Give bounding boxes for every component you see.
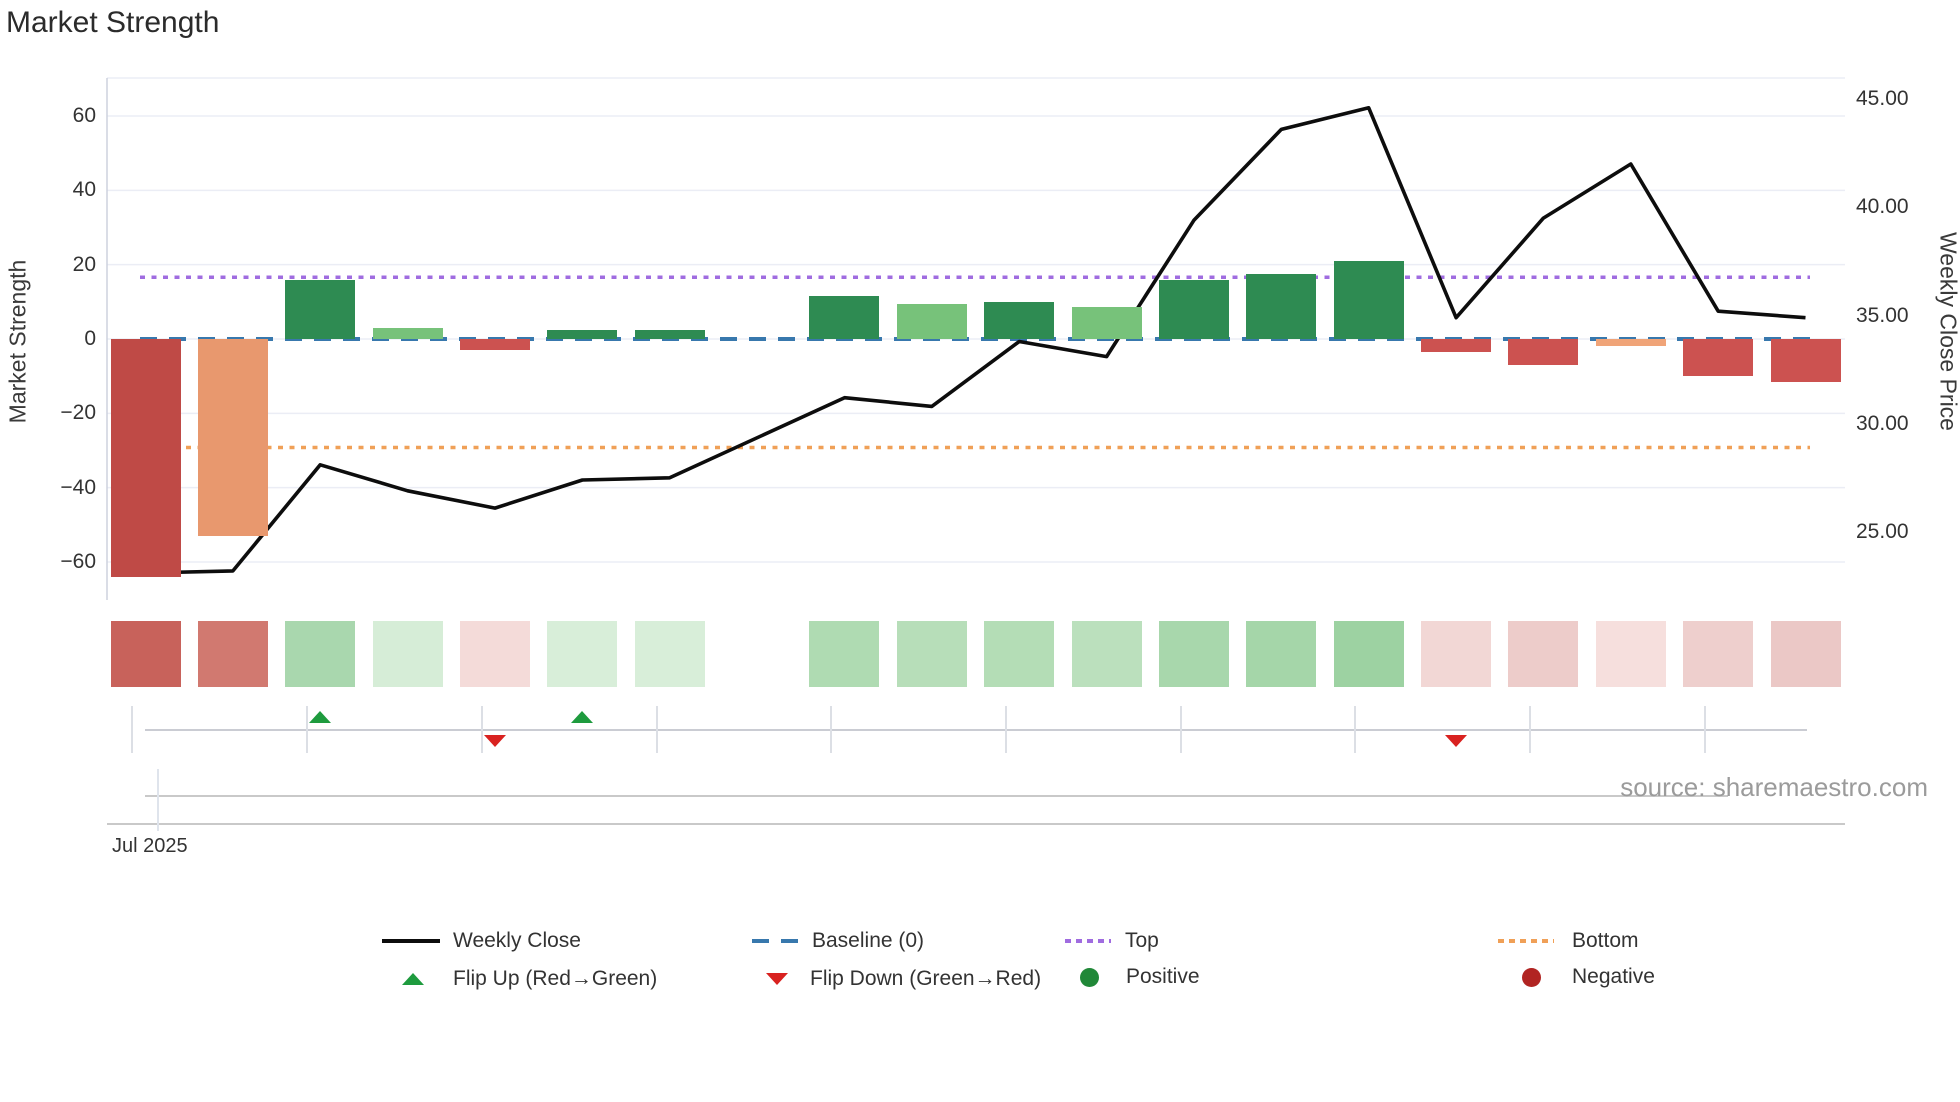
legend-label-top: Top xyxy=(1125,929,1159,952)
right-tick-label: 30.00 xyxy=(1856,411,1909,435)
heatmap-cell-week-3 xyxy=(285,621,356,687)
flip-up-marker-week-3 xyxy=(309,711,332,723)
marker-row-tick xyxy=(830,706,833,753)
left-tick-label: −20 xyxy=(60,401,96,425)
heatmap-cell-week-19 xyxy=(1683,621,1754,687)
heatmap-cell-week-17 xyxy=(1508,621,1579,687)
legend-item-flip-up[interactable]: Flip Up (Red→Green) xyxy=(402,967,657,991)
heatmap-cell-week-14 xyxy=(1246,621,1317,687)
flip-down-marker-week-5 xyxy=(483,735,506,747)
strength-bar-week-5 xyxy=(459,339,530,351)
source-credit: source: sharemaestro.com xyxy=(1620,772,1928,802)
marker-row-tick xyxy=(655,706,658,753)
marker-row-tick xyxy=(1179,706,1182,753)
strength-bar-week-10 xyxy=(896,303,967,339)
left-tick-label: 20 xyxy=(72,252,96,276)
dotted-line-swatch-icon xyxy=(1065,939,1111,943)
down-triangle-icon xyxy=(766,973,788,985)
strength-bar-week-6 xyxy=(547,329,618,339)
strength-bar-week-16 xyxy=(1421,339,1492,353)
left-tick-label: 40 xyxy=(72,178,96,202)
strength-bar-week-7 xyxy=(634,329,705,339)
rangeslider-bottom-edge[interactable] xyxy=(107,823,1845,825)
x-axis-date-label: Jul 2025 xyxy=(112,835,188,857)
legend-label-weekly-close: Weekly Close xyxy=(453,929,581,952)
strength-bar-week-2 xyxy=(197,339,268,536)
left-tick-label: −60 xyxy=(60,550,96,574)
page-title: Market Strength xyxy=(6,6,220,39)
right-tick-label: 45.00 xyxy=(1856,87,1909,111)
left-tick-label: 60 xyxy=(72,103,96,127)
strength-bar-week-4 xyxy=(372,327,443,339)
weekly-close-line xyxy=(145,106,1806,575)
flip-up-marker-week-6 xyxy=(571,711,594,723)
strength-bar-week-15 xyxy=(1333,260,1404,339)
legend-item-flip-down[interactable]: Flip Down (Green→Red) xyxy=(766,967,1041,991)
legend-label-flip-up: Flip Up (Red→Green) xyxy=(453,967,658,990)
legend-item-negative[interactable]: Negative xyxy=(1522,965,1655,989)
legend-label-baseline: Baseline (0) xyxy=(812,929,925,952)
dotted-line-swatch-icon xyxy=(1498,939,1554,943)
heatmap-cell-week-12 xyxy=(1071,621,1142,687)
marker-row-tick xyxy=(1703,706,1706,753)
line-swatch-icon xyxy=(382,939,440,943)
marker-row-axis xyxy=(145,729,1807,731)
strength-bar-week-9 xyxy=(809,296,880,339)
marker-row-tick xyxy=(1529,706,1532,753)
legend-item-top[interactable]: Top xyxy=(1065,929,1159,953)
flip-down-marker-week-16 xyxy=(1445,735,1468,747)
month-tick xyxy=(157,769,159,831)
strength-bar-week-1 xyxy=(110,339,181,577)
heatmap-cell-week-7 xyxy=(634,621,705,687)
up-triangle-icon xyxy=(402,973,424,985)
legend-item-bottom[interactable]: Bottom xyxy=(1498,929,1639,953)
marker-row-tick xyxy=(480,706,483,753)
marker-row-tick xyxy=(1005,706,1007,753)
dashed-line-swatch-icon xyxy=(752,939,798,943)
heatmap-cell-week-20 xyxy=(1770,621,1841,687)
heatmap-cell-week-4 xyxy=(372,621,443,687)
legend-item-weekly-close[interactable]: Weekly Close xyxy=(382,929,581,953)
marker-row-tick xyxy=(1354,706,1357,753)
legend-item-positive[interactable]: Positive xyxy=(1080,965,1200,989)
heatmap-cell-week-10 xyxy=(896,621,967,687)
legend-label-flip-down: Flip Down (Green→Red) xyxy=(810,967,1042,990)
positive-dot-icon xyxy=(1080,967,1099,987)
strength-bar-week-13 xyxy=(1158,279,1229,339)
strength-bar-week-18 xyxy=(1595,339,1666,347)
rangeslider-top-edge[interactable] xyxy=(145,795,1728,797)
legend-item-baseline[interactable]: Baseline (0) xyxy=(752,929,924,953)
right-tick-label: 40.00 xyxy=(1856,195,1909,219)
strength-bar-week-17 xyxy=(1508,339,1579,366)
heatmap-cell-week-9 xyxy=(809,621,880,687)
heatmap-cell-week-2 xyxy=(197,621,268,687)
legend-label-negative: Negative xyxy=(1572,965,1655,988)
legend-label-positive: Positive xyxy=(1126,965,1200,988)
legend-label-bottom: Bottom xyxy=(1572,929,1639,952)
strength-bar-week-11 xyxy=(984,301,1055,339)
heatmap-cell-week-6 xyxy=(547,621,618,687)
right-tick-label: 35.00 xyxy=(1856,303,1909,327)
left-tick-label: −40 xyxy=(60,475,96,499)
strength-bar-week-14 xyxy=(1246,273,1317,339)
negative-dot-icon xyxy=(1522,967,1541,987)
strength-bar-week-12 xyxy=(1071,307,1142,339)
marker-row-tick xyxy=(131,706,134,753)
strength-bar-week-3 xyxy=(285,279,356,339)
heatmap-cell-week-1 xyxy=(110,621,181,687)
heatmap-cell-week-11 xyxy=(984,621,1055,687)
heatmap-cell-week-16 xyxy=(1421,621,1492,687)
left-tick-label: 0 xyxy=(84,327,96,350)
strength-bar-week-19 xyxy=(1683,339,1754,377)
right-tick-label: 25.00 xyxy=(1856,519,1909,543)
heatmap-cell-week-5 xyxy=(459,621,530,687)
heatmap-cell-week-13 xyxy=(1158,621,1229,687)
heatmap-cell-week-15 xyxy=(1333,621,1404,687)
strength-bar-week-20 xyxy=(1770,339,1841,382)
marker-row-tick xyxy=(306,706,309,753)
heatmap-cell-week-18 xyxy=(1595,621,1666,687)
